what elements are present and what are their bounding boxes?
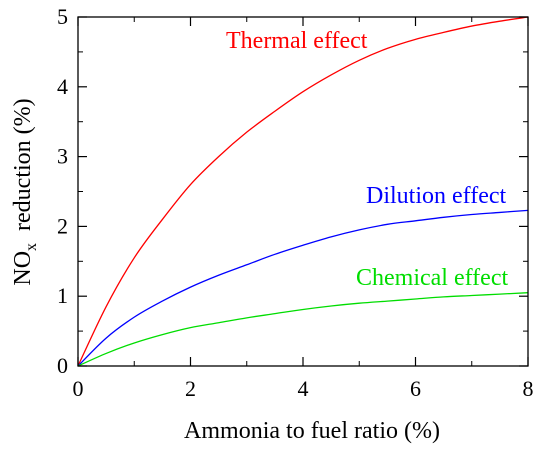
y-tick-label: 2 bbox=[57, 213, 68, 238]
series-line bbox=[77, 292, 529, 367]
plot-lines bbox=[77, 16, 529, 367]
series-line bbox=[77, 209, 529, 367]
x-tick-labels: 0 2 4 6 8 bbox=[73, 376, 534, 401]
y-tick-label: 4 bbox=[57, 74, 68, 99]
y-tick-labels: 0 1 2 3 4 5 bbox=[57, 4, 68, 378]
y-axis-title-suffix: reduction (%) bbox=[10, 98, 36, 243]
y-axis-title-subscript: x bbox=[23, 243, 40, 251]
x-tick-label: 8 bbox=[523, 376, 534, 401]
series-labels: Thermal effect Dilution effect Chemical ef… bbox=[226, 28, 508, 291]
x-tick-label: 0 bbox=[73, 376, 84, 401]
series-label: Dilution effect bbox=[366, 183, 507, 209]
series-label: Chemical effect bbox=[356, 265, 508, 291]
x-tick-label: 4 bbox=[298, 376, 309, 401]
series-line bbox=[77, 16, 529, 367]
x-tick-label: 2 bbox=[185, 376, 196, 401]
y-tick-label: 0 bbox=[57, 353, 68, 378]
axis-ticks bbox=[77, 16, 529, 367]
y-tick-label: 1 bbox=[57, 283, 68, 308]
y-axis-title-prefix: NO bbox=[10, 251, 36, 286]
x-axis-title: Ammonia to fuel ratio (%) bbox=[184, 418, 440, 444]
y-axis-title: NOx reduction (%) bbox=[10, 98, 40, 285]
y-tick-label: 3 bbox=[57, 144, 68, 169]
series-label: Thermal effect bbox=[226, 28, 368, 54]
x-tick-label: 6 bbox=[410, 376, 421, 401]
y-tick-label: 5 bbox=[57, 4, 68, 29]
